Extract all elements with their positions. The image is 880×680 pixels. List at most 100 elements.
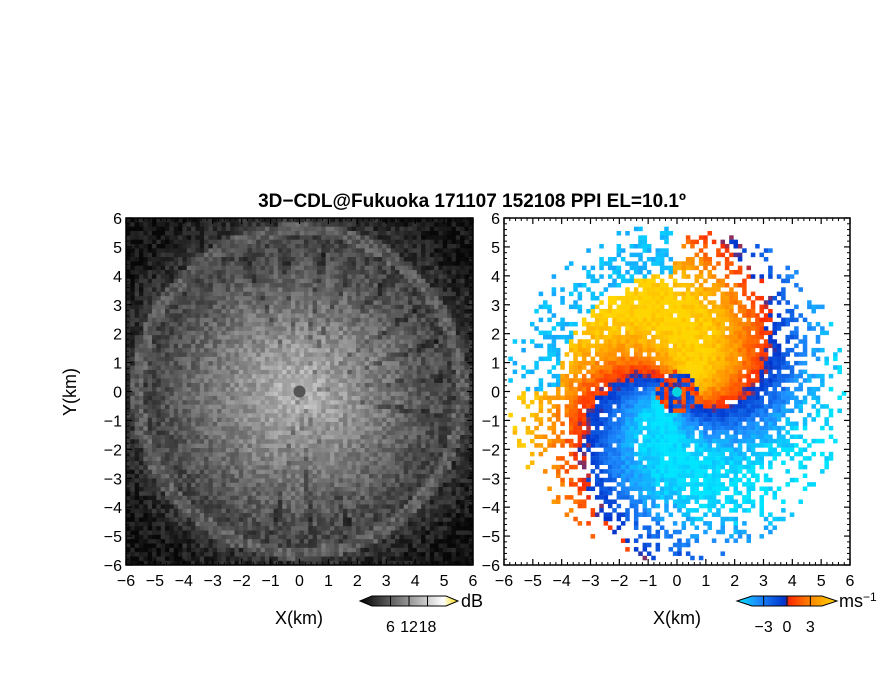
reflectivity-cell — [329, 278, 335, 284]
reflectivity-cell — [442, 413, 448, 418]
reflectivity-cell — [399, 361, 405, 366]
reflectivity-cell — [416, 343, 422, 349]
reflectivity-cell — [130, 248, 135, 254]
reflectivity-cell — [238, 343, 244, 349]
reflectivity-cell — [429, 456, 435, 462]
reflectivity-cell — [178, 322, 183, 327]
reflectivity-cell — [425, 417, 431, 423]
reflectivity-cell — [364, 395, 370, 401]
reflectivity-cell — [377, 391, 383, 397]
reflectivity-cell — [243, 478, 248, 484]
reflectivity-cell — [360, 226, 365, 232]
reflectivity-cell — [447, 417, 452, 423]
reflectivity-cell — [217, 296, 222, 301]
reflectivity-cell — [134, 218, 140, 223]
reflectivity-cell — [212, 300, 218, 306]
reflectivity-cell — [447, 339, 452, 345]
reflectivity-cell — [416, 417, 422, 423]
reflectivity-cell — [273, 226, 279, 232]
reflectivity-cell — [247, 278, 253, 284]
reflectivity-cell — [321, 218, 326, 223]
reflectivity-cell — [373, 395, 379, 401]
reflectivity-cell — [351, 274, 357, 280]
reflectivity-cell — [399, 430, 405, 436]
reflectivity-cell — [282, 226, 287, 232]
reflectivity-cell — [260, 309, 266, 314]
reflectivity-cell — [225, 257, 231, 262]
reflectivity-cell — [334, 287, 339, 293]
reflectivity-cell — [195, 257, 201, 262]
reflectivity-cell — [251, 417, 257, 423]
reflectivity-cell — [421, 391, 426, 397]
reflectivity-cell — [212, 387, 218, 392]
reflectivity-cell — [386, 435, 392, 440]
reflectivity-cell — [186, 465, 192, 471]
reflectivity-cell — [343, 378, 348, 384]
reflectivity-cell — [178, 343, 183, 349]
reflectivity-cell — [468, 304, 474, 310]
reflectivity-cell — [460, 356, 465, 362]
reflectivity-cell — [169, 335, 175, 340]
reflectivity-cell — [143, 387, 148, 392]
reflectivity-cell — [204, 248, 209, 254]
reflectivity-cell — [225, 421, 231, 427]
reflectivity-cell — [442, 443, 448, 449]
reflectivity-cell — [199, 395, 205, 401]
reflectivity-cell — [442, 426, 448, 431]
reflectivity-cell — [321, 291, 326, 297]
reflectivity-cell — [421, 239, 426, 245]
reflectivity-cell — [377, 439, 383, 444]
reflectivity-cell — [186, 222, 192, 227]
reflectivity-cell — [230, 404, 235, 410]
reflectivity-cell — [238, 226, 244, 232]
reflectivity-cell — [247, 265, 253, 271]
reflectivity-cell — [464, 348, 470, 353]
reflectivity-cell — [147, 421, 153, 427]
reflectivity-cell — [217, 270, 222, 275]
reflectivity-cell — [312, 391, 318, 397]
reflectivity-cell — [191, 322, 196, 327]
reflectivity-cell — [264, 309, 270, 314]
reflectivity-cell — [390, 452, 396, 457]
reflectivity-cell — [338, 482, 344, 488]
reflectivity-cell — [451, 387, 457, 392]
reflectivity-cell — [377, 448, 383, 453]
reflectivity-cell — [447, 265, 452, 271]
reflectivity-cell — [273, 304, 279, 310]
reflectivity-cell — [208, 387, 214, 392]
reflectivity-cell — [165, 404, 170, 410]
reflectivity-cell — [429, 482, 435, 488]
reflectivity-cell — [204, 465, 209, 471]
reflectivity-cell — [460, 382, 465, 388]
reflectivity-cell — [334, 417, 339, 423]
reflectivity-cell — [277, 304, 283, 310]
reflectivity-cell — [139, 443, 144, 449]
reflectivity-cell — [234, 417, 240, 423]
reflectivity-cell — [316, 361, 322, 366]
reflectivity-cell — [434, 300, 439, 306]
reflectivity-cell — [364, 335, 370, 340]
reflectivity-cell — [169, 222, 175, 227]
reflectivity-cell — [247, 218, 253, 223]
reflectivity-cell — [238, 469, 244, 475]
reflectivity-cell — [303, 443, 309, 449]
reflectivity-cell — [403, 330, 409, 336]
reflectivity-cell — [360, 408, 365, 414]
reflectivity-cell — [447, 435, 452, 440]
reflectivity-cell — [277, 443, 283, 449]
reflectivity-cell — [351, 426, 357, 431]
reflectivity-cell — [421, 426, 426, 431]
reflectivity-cell — [347, 222, 352, 227]
reflectivity-cell — [230, 482, 235, 488]
reflectivity-cell — [329, 239, 335, 245]
reflectivity-cell — [447, 456, 452, 462]
reflectivity-cell — [347, 226, 352, 232]
reflectivity-cell — [447, 313, 452, 319]
reflectivity-cell — [364, 283, 370, 288]
reflectivity-cell — [408, 222, 413, 227]
reflectivity-cell — [256, 287, 261, 293]
reflectivity-cell — [160, 404, 166, 410]
reflectivity-cell — [191, 452, 196, 457]
reflectivity-cell — [468, 261, 474, 267]
reflectivity-cell — [156, 296, 162, 301]
